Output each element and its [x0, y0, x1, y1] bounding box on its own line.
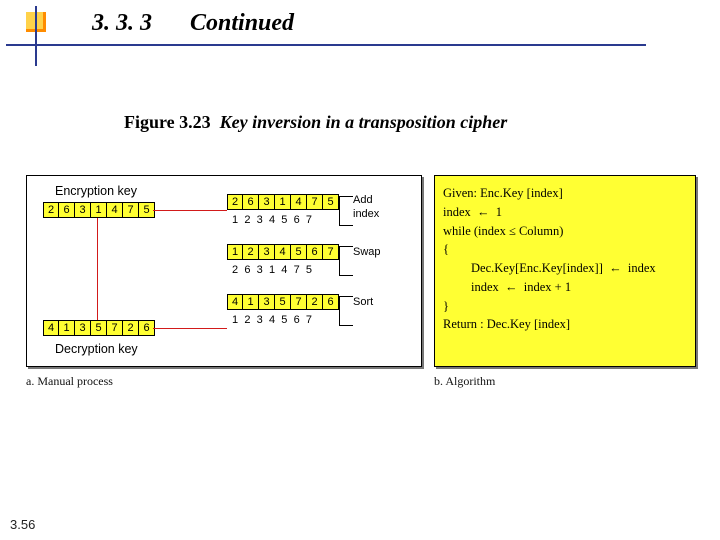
side-sort: Sort: [353, 296, 373, 308]
section-number: 3. 3. 3: [92, 10, 152, 37]
swap-bracket: [339, 196, 353, 226]
side-swap: Swap: [353, 246, 381, 258]
cell: 2: [123, 320, 139, 336]
cell: 1: [59, 320, 75, 336]
alg-l6: index ← index + 1: [443, 278, 687, 297]
alg-l3: while (index ≤ Column): [443, 222, 687, 241]
figure-title: Key inversion in a transposition cipher: [220, 112, 508, 132]
cell: 6: [323, 294, 339, 310]
enc-key-row-right: 2 6 3 1 4 7 5: [227, 194, 339, 210]
cell: 7: [291, 294, 307, 310]
alg-l5-lhs: Dec.Key[Enc.Key[index]]: [471, 261, 603, 275]
alg-l8: Return : Dec.Key [index]: [443, 315, 687, 334]
page-number: 3.56: [10, 517, 35, 532]
alg-l2-lhs: index: [443, 205, 471, 219]
side-index: index: [353, 208, 379, 220]
cell: 3: [259, 244, 275, 260]
cell: 7: [307, 194, 323, 210]
alg-l6-lhs: index: [471, 280, 499, 294]
cell: 4: [291, 194, 307, 210]
sort-row: 4 1 3 5 7 2 6: [227, 294, 339, 310]
alg-l4: {: [443, 240, 687, 259]
cell: 4: [275, 244, 291, 260]
cell: 3: [259, 294, 275, 310]
cell: 6: [243, 194, 259, 210]
cell: 6: [59, 202, 75, 218]
enc-key-row-left: 2 6 3 1 4 7 5: [43, 202, 155, 218]
figure-caption: Figure 3.23 Key inversion in a transposi…: [124, 112, 507, 133]
cell: 5: [275, 294, 291, 310]
header-rule-horizontal: [6, 44, 646, 46]
cell: 4: [107, 202, 123, 218]
panel-algorithm: Given: Enc.Key [index] index ← 1 while (…: [434, 175, 696, 367]
connector-red: [153, 210, 227, 211]
alg-l2-rhs: 1: [496, 205, 502, 219]
swap-row: 1 2 3 4 5 6 7: [227, 244, 339, 260]
alg-l5: Dec.Key[Enc.Key[index]] ← index: [443, 259, 687, 278]
alg-l5-rhs: index: [628, 261, 656, 275]
index-row-1: 1234567: [232, 214, 318, 226]
cell: 5: [323, 194, 339, 210]
dec-key-row-left: 4 1 3 5 7 2 6: [43, 320, 155, 336]
panel-b-caption: b. Algorithm: [434, 374, 495, 389]
cell: 2: [43, 202, 59, 218]
connector-red: [97, 218, 98, 320]
cell: 2: [227, 194, 243, 210]
section-continued: Continued: [190, 10, 294, 37]
cell: 7: [323, 244, 339, 260]
left-arrow-icon: ←: [505, 280, 518, 294]
encryption-key-label: Encryption key: [55, 184, 137, 198]
cell: 2: [243, 244, 259, 260]
left-arrow-icon: ←: [477, 205, 490, 219]
cell: 6: [307, 244, 323, 260]
side-add: Add: [353, 194, 373, 206]
figure-label: Figure 3.23: [124, 112, 211, 132]
cell: 4: [43, 320, 59, 336]
cell: 4: [227, 294, 243, 310]
cell: 3: [259, 194, 275, 210]
alg-l2: index ← 1: [443, 203, 687, 222]
header-rule-vertical: [35, 6, 37, 66]
cell: 1: [275, 194, 291, 210]
cell: 5: [291, 244, 307, 260]
swap-bracket: [339, 246, 353, 276]
cell: 5: [91, 320, 107, 336]
alg-l7: }: [443, 297, 687, 316]
cell: 1: [243, 294, 259, 310]
cell: 2: [307, 294, 323, 310]
index-row-3: 1234567: [232, 314, 318, 326]
alg-l1: Given: Enc.Key [index]: [443, 184, 687, 203]
index-row-2: 2631475: [232, 264, 318, 276]
swap-bracket: [339, 296, 353, 326]
cell: 3: [75, 320, 91, 336]
cell: 1: [227, 244, 243, 260]
decryption-key-label: Decryption key: [55, 342, 138, 356]
left-arrow-icon: ←: [609, 261, 622, 275]
alg-l6-rhs: index + 1: [524, 280, 571, 294]
cell: 7: [107, 320, 123, 336]
panel-a-caption: a. Manual process: [26, 374, 113, 389]
panel-manual-process: Encryption key 2 6 3 1 4 7 5 4 1 3 5 7 2…: [26, 175, 422, 367]
cell: 1: [91, 202, 107, 218]
cell: 3: [75, 202, 91, 218]
connector-red: [153, 328, 227, 329]
cell: 7: [123, 202, 139, 218]
